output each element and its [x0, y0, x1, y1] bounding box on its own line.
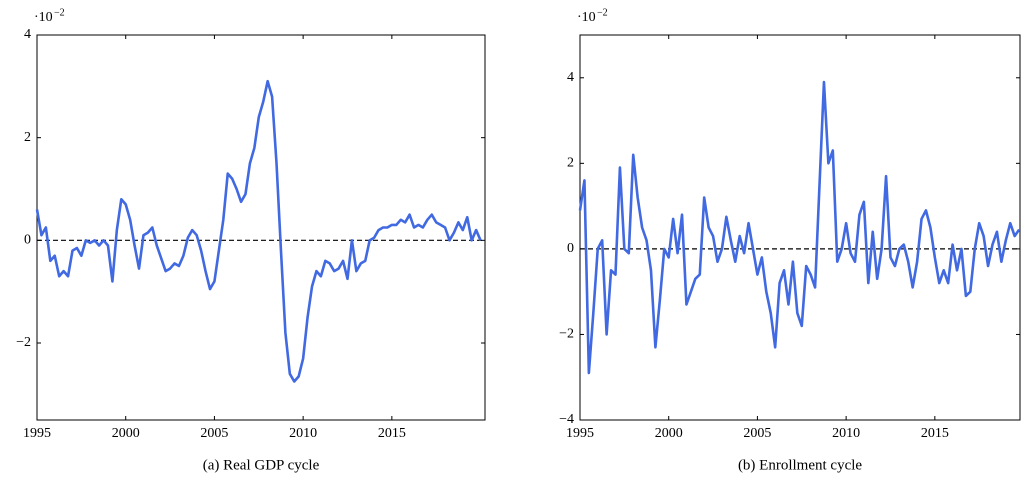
y-tick-label: 0	[567, 241, 574, 256]
y-multiplier: ·10	[577, 10, 596, 25]
y-tick-label: −2	[16, 335, 31, 350]
x-tick-label: 1995	[23, 426, 51, 441]
y-tick-label: 2	[24, 130, 31, 145]
caption: (b) Enrollment cycle	[738, 457, 862, 473]
y-multiplier-exponent: −2	[597, 7, 608, 18]
x-tick-label: 2015	[921, 426, 949, 441]
x-tick-label: 2015	[378, 426, 406, 441]
y-tick-label: 0	[24, 233, 31, 248]
y-tick-label: 4	[567, 70, 574, 85]
x-tick-label: 2000	[112, 426, 140, 441]
plot-frame	[36, 34, 486, 421]
x-tick-label: 2000	[655, 426, 683, 441]
y-multiplier-exponent: −2	[54, 7, 65, 18]
x-tick-label: 2010	[832, 426, 860, 441]
y-multiplier: ·10	[34, 10, 53, 25]
caption: (a) Real GDP cycle	[203, 457, 320, 473]
y-tick-label: 4	[24, 27, 31, 42]
plot-frame	[579, 34, 1021, 421]
x-tick-label: 1995	[566, 426, 594, 441]
x-tick-label: 2005	[200, 426, 228, 441]
x-tick-label: 2010	[289, 426, 317, 441]
data-line	[35, 79, 482, 383]
data-line	[578, 80, 1021, 375]
x-tick-label: 2005	[743, 426, 771, 441]
y-tick-label: −2	[559, 327, 574, 342]
y-tick-label: −4	[559, 412, 574, 427]
y-tick-label: 2	[567, 156, 574, 171]
